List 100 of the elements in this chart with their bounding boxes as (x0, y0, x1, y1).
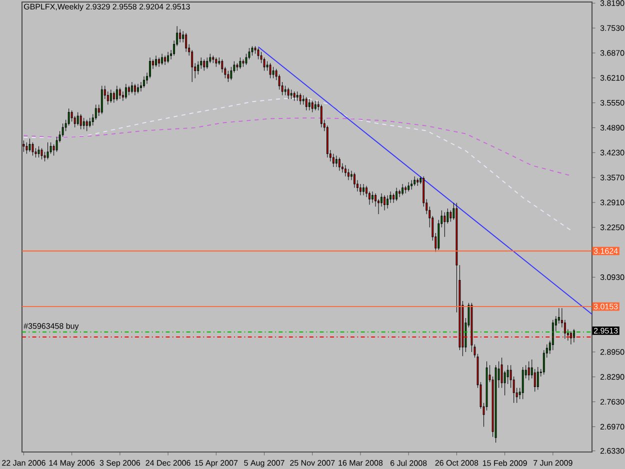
y-tick-label: 3.3570 (600, 174, 624, 180)
candlestick (269, 62, 272, 79)
candlestick (416, 178, 419, 186)
y-tick-label: 3.0930 (600, 274, 624, 280)
candlestick (293, 91, 296, 102)
candlestick (128, 86, 130, 96)
candlestick (308, 98, 310, 111)
candlestick (134, 84, 136, 96)
candlestick (215, 57, 218, 68)
candlestick (80, 114, 82, 130)
chart-title: GBPLFX,Weekly 2.9329 2.9558 2.9204 2.9513 (24, 4, 190, 12)
candlestick (284, 86, 286, 96)
candlestick (212, 55, 214, 64)
candlestick (287, 87, 290, 100)
x-tick-label: 3 Sep 2006 (100, 460, 140, 468)
candlestick (82, 118, 85, 130)
candlestick (305, 96, 308, 111)
y-tick-label: 2.8950 (600, 349, 624, 355)
candlestick (372, 191, 374, 204)
y-tick-label: 3.6870 (600, 50, 624, 56)
candlestick (167, 52, 170, 64)
x-tick-label: 15 Apr 2007 (194, 460, 238, 468)
candlestick (28, 138, 31, 152)
y-tick-label: 3.2910 (600, 200, 624, 206)
candlestick (522, 366, 524, 400)
candlestick (386, 195, 388, 209)
candlestick (404, 186, 407, 194)
candlestick (26, 142, 28, 154)
candlestick (528, 361, 530, 381)
candlestick (131, 82, 133, 94)
candlestick (164, 55, 166, 66)
candlestick (360, 184, 362, 196)
candlestick (344, 164, 346, 177)
y-tick-label: 3.7530 (600, 25, 624, 31)
annotation: 2.9513 (594, 328, 618, 334)
candlestick (143, 76, 145, 88)
candlestick (354, 172, 356, 188)
x-tick-label: 16 Mar 2008 (338, 460, 383, 466)
line-series (23, 98, 572, 231)
y-tick-label: 2.6970 (600, 424, 624, 430)
candlestick (32, 142, 34, 156)
x-tick-label: 14 May 2006 (49, 460, 95, 468)
candlestick (335, 155, 338, 168)
x-tick-label: 22 Jan 2006 (2, 460, 46, 466)
candlestick (137, 84, 139, 94)
candlestick (311, 100, 314, 113)
candlestick (384, 195, 386, 211)
y-tick-label: 3.4890 (600, 124, 624, 131)
ref-line-label: 3.0153 (594, 304, 618, 310)
candlestick (76, 112, 79, 126)
candlestick (257, 48, 260, 60)
x-tick-label: 24 Dec 2006 (146, 460, 190, 466)
candlestick (206, 57, 208, 70)
candlestick (338, 157, 340, 172)
candlestick (536, 366, 539, 390)
candlestick (362, 184, 364, 196)
candlestick (161, 53, 163, 66)
line-series (23, 117, 572, 176)
x-tick-label: 6 Jul 2008 (390, 460, 427, 466)
y-tick-label: 2.7630 (600, 398, 624, 405)
candlestick (444, 212, 446, 238)
candlestick (86, 120, 88, 132)
candlestick (320, 104, 322, 128)
candlestick (110, 89, 112, 104)
candlestick (410, 180, 413, 190)
x-tick-label: 26 Oct 2008 (435, 460, 478, 466)
candlestick (573, 328, 575, 343)
y-tick-label: 3.2250 (600, 224, 624, 230)
y-tick-label: 3.8190 (600, 0, 624, 6)
candlestick (88, 118, 91, 128)
candlestick (185, 32, 188, 52)
candlestick (408, 182, 410, 192)
candlestick (552, 320, 554, 350)
y-tick-label: 3.4230 (600, 150, 624, 156)
candlestick (203, 59, 206, 71)
candlestick (116, 86, 118, 102)
candlestick (46, 142, 49, 160)
candlestick (251, 46, 254, 56)
y-tick-label: 3.6210 (600, 75, 624, 81)
candlestick (179, 28, 182, 43)
candlestick (100, 86, 103, 114)
candlestick (347, 168, 350, 180)
candlestick (299, 93, 302, 105)
y-tick-label: 2.6330 (600, 448, 624, 454)
x-tick-label: 25 Nov 2007 (290, 460, 335, 466)
candlestick (414, 176, 416, 186)
candlestick (40, 148, 43, 160)
y-tick-label: 2.8290 (600, 374, 624, 380)
candlestick (570, 330, 572, 345)
candlestick (118, 87, 121, 100)
y-tick-label: 3.5550 (600, 100, 624, 106)
x-tick-label: 15 Feb 2009 (482, 460, 527, 466)
candlestick (494, 364, 497, 443)
candlestick (124, 84, 127, 100)
candlestick (296, 91, 298, 102)
candlestick (155, 55, 157, 68)
candlestick (239, 57, 242, 70)
ref-line-label: 3.1624 (594, 248, 618, 254)
candlestick (197, 61, 200, 75)
candlestick (402, 184, 404, 196)
